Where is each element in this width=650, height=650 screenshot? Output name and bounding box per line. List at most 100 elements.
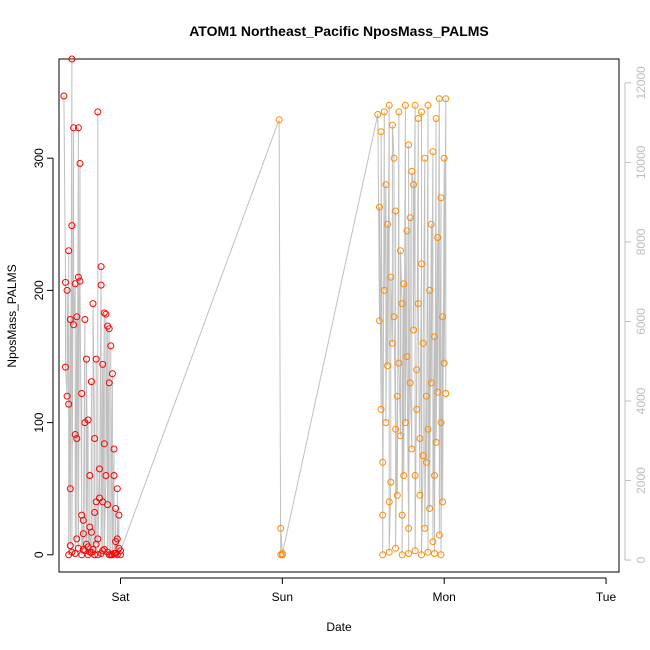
series1-point [63, 392, 71, 400]
series2-point [408, 445, 416, 453]
series2-point [432, 115, 440, 122]
series2-point [416, 435, 424, 442]
series1-point [73, 435, 81, 442]
series2-point [388, 339, 396, 347]
series1-point [100, 440, 108, 448]
series1-point [110, 472, 118, 479]
series1-point [102, 472, 110, 479]
series1-point [81, 316, 89, 323]
x-tick-label: Sun [272, 590, 293, 604]
series2-point [414, 300, 422, 308]
series2-point [384, 220, 392, 228]
series2-point [384, 362, 392, 370]
series2-point [431, 472, 438, 479]
series2-point [379, 458, 387, 466]
series1-point [65, 247, 73, 255]
series2-point [392, 425, 400, 433]
series1-point [105, 551, 113, 559]
series1-point [66, 542, 74, 550]
series2-point [377, 405, 385, 413]
series2-point [413, 405, 421, 413]
series2-point [421, 524, 429, 532]
series1-point [63, 286, 71, 294]
series2-point [411, 472, 419, 479]
series1-point [97, 263, 105, 271]
y-axis-label: NposMass_PALMS [5, 264, 19, 367]
series1-point [113, 485, 121, 493]
series2-point [442, 390, 450, 397]
series2-point [405, 550, 413, 557]
series2-point [442, 95, 450, 103]
right-tick-label: 10000 [634, 145, 648, 179]
series1-point [68, 55, 76, 63]
series2-point [424, 101, 432, 109]
series1-point [99, 547, 107, 555]
y-tick-label: 0 [32, 551, 46, 558]
series1-point [115, 511, 123, 519]
series1-point [79, 546, 87, 553]
series1-point [108, 370, 116, 378]
y-axis: 0 100 200 300 [32, 148, 54, 558]
series1-point [78, 390, 86, 397]
y-tick-label: 100 [32, 412, 46, 432]
series2-point [395, 108, 403, 116]
series2-point [416, 491, 424, 499]
series2-point [403, 353, 411, 360]
series2-point [401, 419, 409, 427]
series2-point [393, 491, 401, 499]
series1-point [112, 505, 120, 512]
series2-point [277, 524, 285, 532]
series2-point [398, 300, 406, 308]
series2-point [439, 313, 447, 321]
x-tick-label: Tue [596, 590, 617, 604]
series2-point [418, 260, 425, 268]
series2-point [435, 531, 443, 539]
series2-point [400, 472, 408, 479]
y-tick-label: 300 [32, 148, 46, 168]
series2-point [437, 419, 445, 427]
series2-point [379, 511, 387, 519]
series2-point [414, 115, 422, 122]
series1-point [68, 548, 76, 556]
series2-point [419, 452, 427, 460]
series2-point [376, 317, 383, 325]
series1-point [70, 321, 78, 329]
series1-point [66, 316, 74, 323]
series2-point [400, 280, 408, 288]
background-line [63, 58, 447, 556]
series2-point [405, 524, 413, 532]
series2-point [395, 359, 403, 367]
series2-point [278, 550, 286, 557]
series2-point [377, 128, 385, 136]
series1-point [96, 465, 103, 473]
series2-point [275, 116, 283, 124]
series1-point [92, 540, 100, 548]
series2-point [424, 548, 432, 556]
series1-point [102, 310, 110, 318]
series1-point [74, 273, 82, 281]
series2-point [387, 273, 395, 281]
series2-point [437, 194, 445, 202]
series1-point [73, 313, 81, 321]
series1-point [94, 108, 102, 116]
series2-point [439, 498, 447, 506]
series1-point [94, 551, 102, 559]
right-tick-label: 8000 [634, 228, 648, 255]
right-tick-label: 2000 [634, 467, 648, 494]
series1-point [74, 124, 82, 132]
series1-point [87, 528, 95, 536]
series2-point [398, 551, 406, 559]
series2-point [429, 148, 437, 156]
points-layer [60, 55, 450, 559]
series1-point [91, 435, 99, 442]
x-axis-label: Date [326, 620, 352, 634]
series2-point [398, 511, 406, 519]
series2-point [385, 548, 393, 556]
right-tick-label: 12000 [634, 66, 648, 100]
series2-point [418, 108, 425, 116]
right-axis: 0 2000 4000 6000 8000 10000 12000 [624, 66, 648, 563]
series1-point [89, 300, 97, 308]
series2-point [387, 478, 395, 486]
series2-point [431, 333, 438, 341]
series1-point [113, 551, 121, 559]
